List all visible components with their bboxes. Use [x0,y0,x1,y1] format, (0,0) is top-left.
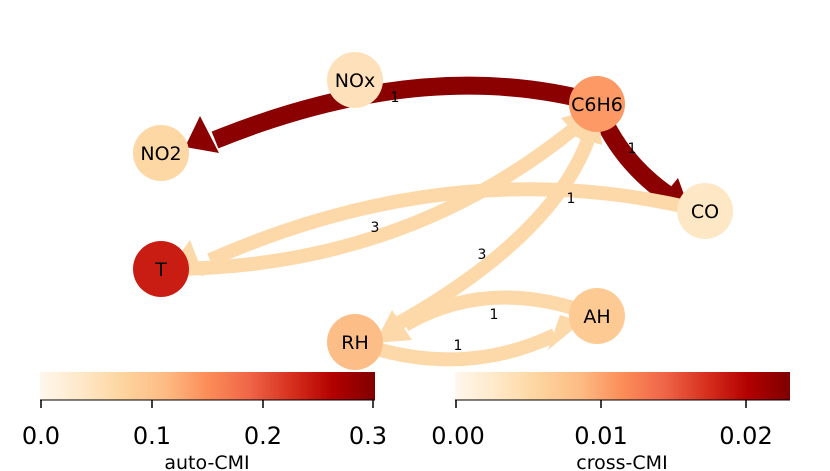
edge-c6h6-no2 [211,76,601,149]
node-c6h6 [569,76,625,132]
arrowhead-ah-rh [375,310,412,343]
colorbar-auto-gradient [40,372,375,400]
colorbar-cross-cmi: 0.00 0.01 0.02 cross-CMI [431,372,790,471]
colorbar-auto-tick-label-0: 0.0 [22,422,60,450]
node-t [133,241,189,297]
node-label-t: T [154,259,167,281]
arrowhead-c6h6-no2 [185,116,219,153]
edge-label-ah-rh: 1 [490,307,499,323]
node-label-co: CO [691,201,719,223]
colorbar-auto-tick-label-1: 0.1 [133,422,171,450]
edge-label-co-t: 1 [567,191,576,207]
edge-label-c6h6-no2: 1 [391,90,400,106]
node-co [677,183,733,239]
edge-label-rh-ah: 1 [454,338,463,354]
colorbar-cross-tick-label-0: 0.00 [431,422,484,450]
colorbar-cross-label: cross-CMI [576,452,667,471]
colorbar-auto-tick-label-2: 0.2 [244,422,282,450]
node-no2 [133,125,189,181]
colorbar-cross-tick-label-2: 0.02 [719,422,772,450]
colorbar-auto-label: auto-CMI [164,452,249,471]
node-label-c6h6: C6H6 [571,94,623,116]
nodes-layer: NOx C6H6 NO2 CO T RH AH [133,52,733,370]
edge-labels-layer: 1 1 1 3 3 1 1 [371,90,637,354]
colorbar-auto-tick-label-3: 0.3 [349,422,387,450]
colorbar-cross-tick-label-1: 0.01 [574,422,627,450]
colorbar-cross-gradient [455,372,790,400]
edge-label-rh-c6h6: 3 [478,247,487,263]
node-label-nox: NOx [335,70,375,92]
node-nox [327,52,383,108]
edge-label-t-c6h6: 3 [371,220,380,236]
edge-t-c6h6 [161,122,580,277]
edge-rh-c6h6 [386,137,595,335]
node-ah [569,288,625,344]
edge-label-c6h6-co: 1 [628,141,637,157]
node-label-no2: NO2 [140,143,181,165]
node-label-ah: AH [583,306,610,328]
node-label-rh: RH [341,332,369,354]
node-rh [327,314,383,370]
edge-co-t [207,182,705,267]
colorbar-auto-cmi: 0.0 0.1 0.2 0.3 auto-CMI [22,372,387,471]
